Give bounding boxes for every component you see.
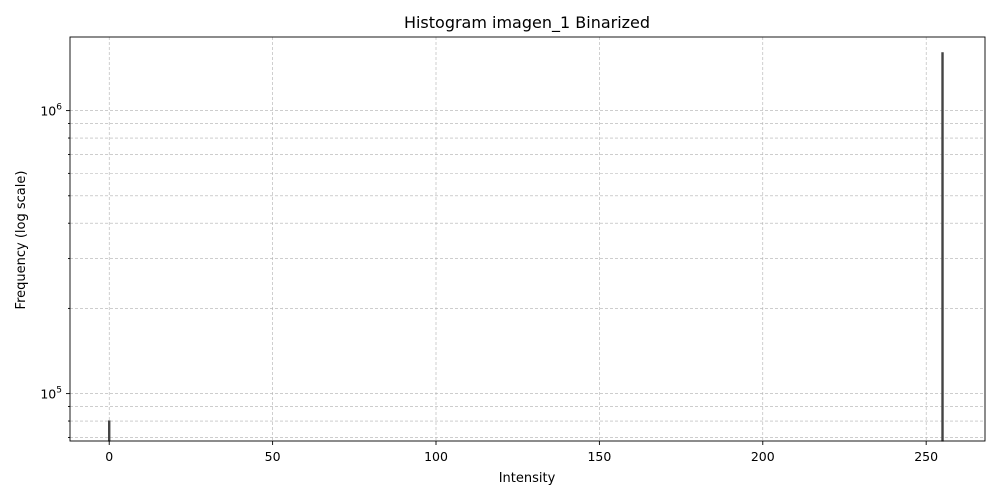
x-tick-label: 200 <box>751 449 775 464</box>
x-tick-label: 250 <box>914 449 938 464</box>
x-tick-label: 100 <box>424 449 448 464</box>
grid-lines <box>70 37 985 441</box>
y-tick-label: 106 <box>40 103 62 119</box>
x-tick-label: 150 <box>587 449 611 464</box>
x-tick-label: 0 <box>105 449 113 464</box>
y-axis-label: Frequency (log scale) <box>14 171 29 310</box>
histogram-bar <box>108 420 111 442</box>
histogram-bar <box>941 52 944 442</box>
axes: 0 50 100 150 200 250 105 106 <box>40 103 938 464</box>
plot-frame <box>69 36 986 442</box>
chart-title: Histogram imagen_1 Binarized <box>404 13 650 33</box>
x-axis-label: Intensity <box>499 471 556 486</box>
x-tick-label: 50 <box>265 449 281 464</box>
y-tick-label: 105 <box>40 386 62 402</box>
bars <box>108 52 944 442</box>
